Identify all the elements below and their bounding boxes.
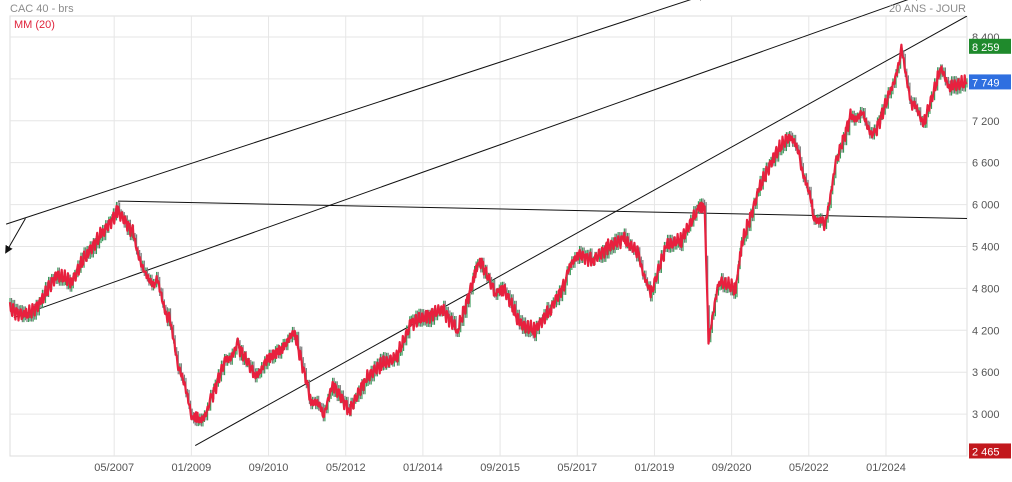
x-tick-label: 05/2012 xyxy=(326,462,366,474)
x-tick-label: 05/2007 xyxy=(94,462,134,474)
trendline-layer xyxy=(5,0,968,446)
x-tick-label: 09/2010 xyxy=(249,462,289,474)
y-tick-label: 4 200 xyxy=(972,325,1000,337)
x-tick-label: 01/2024 xyxy=(866,462,906,474)
x-tick-label: 05/2017 xyxy=(557,462,597,474)
y-tick-label: 7 200 xyxy=(972,116,1000,128)
ma-line xyxy=(8,43,968,424)
y-tick-label: 5 400 xyxy=(972,241,1000,253)
grid-layer xyxy=(10,16,967,456)
price-badge-label: 7 749 xyxy=(972,77,1000,89)
chart-title: CAC 40 - brs xyxy=(10,3,74,15)
y-tick-label: 3 000 xyxy=(972,409,1000,421)
trendline xyxy=(5,0,707,225)
x-tick-label: 05/2022 xyxy=(789,462,829,474)
price-badge-low xyxy=(969,443,1011,459)
trendline xyxy=(194,16,967,446)
x-tick-label: 01/2009 xyxy=(171,462,211,474)
price-badge-high xyxy=(969,38,1011,54)
y-tick-label: 6 600 xyxy=(972,158,1000,170)
x-tick-label: 09/2015 xyxy=(480,462,520,474)
trendline xyxy=(5,218,26,254)
price-badge-label: 2 465 xyxy=(972,446,1000,458)
y-tick-label: 6 000 xyxy=(972,200,1000,212)
plot-area xyxy=(9,15,968,457)
legend-ma: MM (20) xyxy=(14,19,55,31)
x-tick-label: 01/2014 xyxy=(403,462,443,474)
y-tick-label: 4 800 xyxy=(972,283,1000,295)
trendline xyxy=(13,0,923,319)
series-layer xyxy=(8,43,968,427)
price-badge-label: 8 259 xyxy=(972,42,1000,54)
x-tick-label: 09/2020 xyxy=(712,462,752,474)
price-badge-last xyxy=(969,74,1011,90)
trendline xyxy=(118,200,968,220)
price-badge-layer: 8 259 7 749 2 465 xyxy=(969,38,1011,459)
x-tick-label: 01/2019 xyxy=(635,462,675,474)
period-label: 20 ANS - JOUR xyxy=(888,3,966,15)
y-tick-label: 3 600 xyxy=(972,367,1000,379)
